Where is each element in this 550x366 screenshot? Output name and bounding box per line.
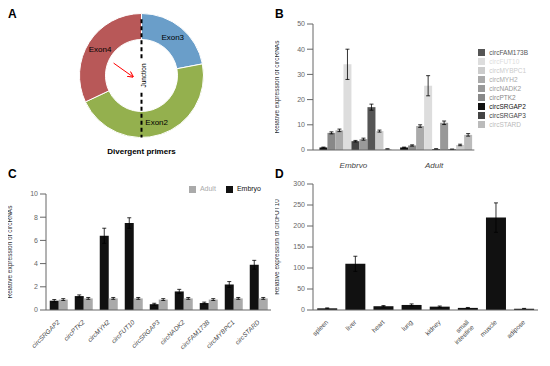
- svg-text:Exon2: Exon2: [145, 118, 168, 127]
- html-text:circPTK2: circPTK2: [489, 93, 516, 101]
- svg-text:0: 0: [34, 306, 38, 313]
- html-text:Divergent primers: Divergent primers: [107, 147, 176, 156]
- svg-text:0: 0: [301, 146, 305, 153]
- svg-text:circSTARD: circSTARD: [233, 318, 261, 346]
- html-text:A: A: [8, 7, 17, 21]
- svg-text:40: 40: [297, 46, 305, 53]
- svg-text:Relative expression of circRNA: Relative expression of circRNAs: [275, 40, 281, 134]
- svg-text:Embryo: Embryo: [340, 161, 368, 168]
- svg-text:100: 100: [293, 264, 305, 271]
- html-text:circSRGAP2: circSRGAP2: [489, 102, 526, 110]
- svg-text:Relative expression of circRNA: Relative expression of circRNAs: [8, 205, 14, 299]
- svg-text:adipose: adipose: [505, 318, 527, 340]
- svg-text:250: 250: [293, 201, 305, 208]
- svg-text:10: 10: [30, 190, 38, 197]
- html-text:Adult: Adult: [199, 185, 216, 192]
- svg-text:Relative expression of circFUT: Relative expression of circFUT10: [275, 199, 281, 295]
- svg-text:Adult: Adult: [424, 161, 444, 168]
- svg-text:circNADK2: circNADK2: [158, 318, 186, 346]
- svg-text:Exon3: Exon3: [161, 33, 184, 42]
- svg-text:Exon4: Exon4: [89, 45, 112, 54]
- svg-text:circPTK2: circPTK2: [62, 318, 86, 342]
- svg-text:0: 0: [301, 306, 305, 313]
- html-text:circFUT10: circFUT10: [489, 57, 520, 65]
- svg-text:circMYH2: circMYH2: [86, 318, 111, 343]
- svg-text:spleen: spleen: [311, 318, 330, 337]
- svg-text:Junction: Junction: [140, 63, 147, 88]
- svg-text:circMYBPC1: circMYBPC1: [205, 318, 236, 349]
- svg-text:10: 10: [297, 121, 305, 128]
- svg-text:150: 150: [293, 243, 305, 250]
- svg-text:circSRGAP3: circSRGAP3: [130, 318, 161, 349]
- svg-text:8: 8: [34, 214, 38, 221]
- svg-text:smallintestine: smallintestine: [448, 318, 476, 346]
- html-text:circSTARD: circSTARD: [489, 120, 521, 128]
- html-text:circMYH2: circMYH2: [489, 75, 518, 83]
- svg-text:circFUT10: circFUT10: [110, 318, 136, 344]
- html-text:B: B: [275, 7, 284, 21]
- svg-text:6: 6: [34, 237, 38, 244]
- svg-text:heart: heart: [370, 318, 386, 334]
- svg-text:300: 300: [293, 180, 305, 187]
- html-text:D: D: [275, 167, 284, 181]
- svg-text:muscle: muscle: [479, 318, 499, 338]
- svg-text:50: 50: [297, 285, 305, 292]
- html-text:C: C: [8, 167, 17, 181]
- html-text:circSRGAP3: circSRGAP3: [489, 111, 526, 119]
- svg-text:20: 20: [297, 96, 305, 103]
- html-text:circNADK2: circNADK2: [489, 84, 522, 92]
- html-text:Embryo: Embryo: [236, 185, 261, 192]
- svg-text:lung: lung: [400, 318, 415, 333]
- svg-text:2: 2: [34, 283, 38, 290]
- html-text:circMYBPC1: circMYBPC1: [489, 66, 527, 74]
- svg-text:liver: liver: [344, 318, 358, 332]
- svg-text:50: 50: [297, 20, 305, 27]
- svg-text:200: 200: [293, 222, 305, 229]
- html-text:circFAM173B: circFAM173B: [489, 48, 528, 56]
- svg-text:4: 4: [34, 260, 38, 267]
- svg-text:circFAM173B: circFAM173B: [178, 318, 211, 351]
- svg-text:30: 30: [297, 71, 305, 78]
- svg-text:kidney: kidney: [424, 318, 443, 337]
- svg-text:circSRGAP2: circSRGAP2: [30, 318, 61, 349]
